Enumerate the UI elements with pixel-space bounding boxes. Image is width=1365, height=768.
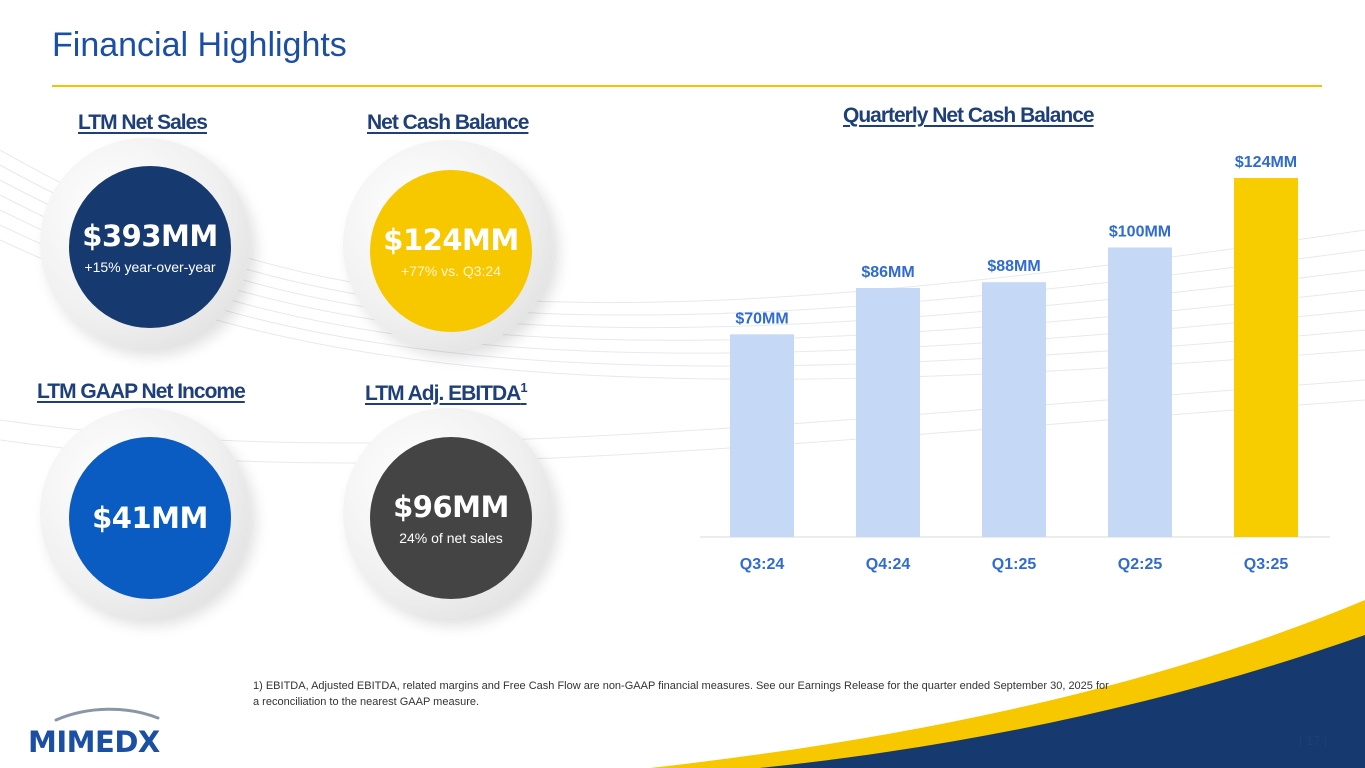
kpi-sub: 24% of net sales (399, 530, 503, 546)
footnote: 1) EBITDA, Adjusted EBITDA, related marg… (253, 680, 1109, 708)
kpi-label-net-cash: Net Cash Balance (367, 111, 529, 134)
kpi-sub: +77% vs. Q3:24 (400, 263, 501, 279)
x-tick-label: Q3:24 (740, 556, 785, 573)
bar-Q4:24 (856, 288, 920, 537)
data-label: $70MM (735, 310, 788, 327)
x-tick-label: Q3:25 (1244, 556, 1289, 573)
page-number: | 17 | (1299, 733, 1328, 748)
data-label: $100MM (1109, 223, 1171, 240)
x-tick-label: Q4:24 (866, 556, 911, 573)
mimedx-logo: MIMEDX (28, 707, 160, 759)
bar-Q3:24 (730, 334, 794, 537)
net-cash-bar-chart: $70MM Q3:24 $86MM Q4:24 $88MM Q1:25 $100MM Q2:2… (700, 154, 1330, 573)
x-tick-label: Q2:25 (1118, 556, 1163, 573)
kpi-disc-adj-ebitda: $96MM 24% of net sales (370, 437, 532, 599)
data-label: $88MM (987, 258, 1040, 275)
kpi-value: $124MM (383, 223, 519, 257)
logo-swoosh-icon (54, 707, 160, 722)
kpi-label-text: LTM Adj. EBITDA (365, 382, 521, 405)
data-label: $124MM (1235, 154, 1297, 171)
bar-Q1:25 (982, 282, 1046, 537)
footnote-marker: 1 (520, 380, 527, 395)
kpi-value: $41MM (92, 501, 208, 535)
x-tick-label: Q1:25 (992, 556, 1037, 573)
data-label: $86MM (861, 264, 914, 281)
kpi-value: $393MM (82, 219, 218, 253)
bar-Q2:25 (1108, 247, 1172, 537)
kpi-value: $96MM (393, 490, 509, 524)
kpi-label-net-income: LTM GAAP Net Income (37, 380, 246, 403)
title-underline (52, 85, 1322, 87)
logo-text: MIMEDX (28, 725, 160, 759)
kpi-label-net-sales: LTM Net Sales (78, 111, 208, 134)
page-title: Financial Highlights (52, 26, 347, 64)
kpi-disc-net-sales: $393MM +15% year-over-year (69, 166, 231, 328)
bar-Q3:25 (1234, 178, 1298, 537)
kpi-sub: +15% year-over-year (84, 259, 216, 275)
kpi-disc-net-cash: $124MM +77% vs. Q3:24 (370, 170, 532, 332)
kpi-label-adj-ebitda: LTM Adj. EBITDA1 (365, 380, 528, 406)
chart-title: Quarterly Net Cash Balance (843, 104, 1095, 127)
kpi-disc-net-income: $41MM (69, 437, 231, 599)
